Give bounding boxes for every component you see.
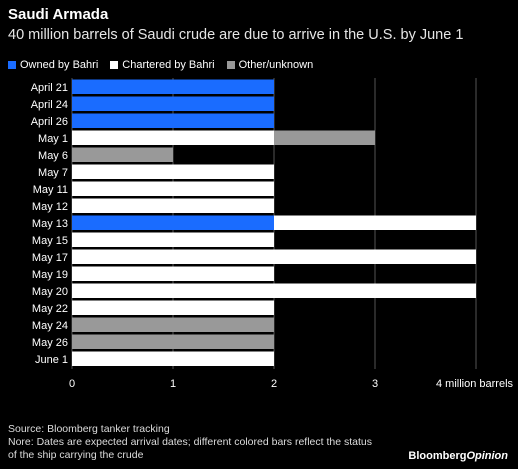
category-label: April 24 xyxy=(31,99,68,111)
bar-segment xyxy=(72,215,274,230)
source-note: Source: Bloomberg tanker tracking xyxy=(8,423,170,435)
bar-segment xyxy=(274,130,375,145)
category-label: May 24 xyxy=(32,320,68,332)
bar-segment xyxy=(72,266,274,281)
bar-segment xyxy=(274,215,476,230)
category-label: May 26 xyxy=(32,337,68,349)
category-label: May 17 xyxy=(32,252,68,264)
bar-segment xyxy=(72,351,274,366)
category-label: May 1 xyxy=(38,133,68,145)
chart-title: Saudi Armada xyxy=(8,6,109,23)
legend-item-owned: Owned by Bahri xyxy=(8,59,98,71)
category-label: April 26 xyxy=(31,116,68,128)
bar-segment xyxy=(72,181,274,196)
legend-swatch-other xyxy=(226,61,235,69)
x-tick-label: 4 million barrels xyxy=(436,378,514,390)
legend-swatch-owned xyxy=(8,61,16,69)
bloomberg-opinion-logo: BloombergOpinion xyxy=(408,450,508,462)
category-label: May 11 xyxy=(33,184,68,196)
x-tick-labels: 0 1 2 3 4 million barrels xyxy=(69,378,514,390)
bar-segment xyxy=(72,198,274,213)
logo-main: Bloomberg xyxy=(408,450,467,462)
bar-segment xyxy=(72,96,274,111)
dates-note-line2: of the ship carrying the crude xyxy=(8,449,144,461)
category-label: June 1 xyxy=(35,354,68,366)
category-label: May 22 xyxy=(32,303,68,315)
category-label: May 12 xyxy=(32,201,68,213)
bar-segment xyxy=(72,147,173,162)
bar-segment xyxy=(72,249,476,264)
bar-segment xyxy=(72,79,274,94)
legend-label-owned: Owned by Bahri xyxy=(20,59,99,71)
legend-label-other: Other/unknown xyxy=(238,59,314,71)
bar-segment xyxy=(72,300,274,315)
bar-segment xyxy=(72,113,274,128)
category-label: May 20 xyxy=(32,286,68,298)
x-tick-label: 2 xyxy=(271,378,277,390)
bar-segment xyxy=(72,334,274,349)
logo-sub: Opinion xyxy=(466,450,508,462)
x-tick-label: 3 xyxy=(372,378,378,390)
legend-label-chartered: Chartered by Bahri xyxy=(122,59,215,71)
legend-swatch-chartered xyxy=(110,61,119,69)
category-label: May 13 xyxy=(32,218,68,230)
category-label: May 15 xyxy=(32,235,68,247)
category-label: May 19 xyxy=(32,269,68,281)
bar-segment xyxy=(72,283,476,298)
chart-legend: Owned by Bahri Chartered by Bahri Other/… xyxy=(8,59,313,71)
category-label: April 21 xyxy=(31,82,68,94)
category-label: May 7 xyxy=(38,167,68,179)
bar-segment xyxy=(72,317,274,332)
bar-segment xyxy=(72,164,274,179)
x-tick-label: 0 xyxy=(69,378,75,390)
legend-item-other: Other/unknown xyxy=(226,59,314,71)
category-label: May 6 xyxy=(38,150,68,162)
legend-item-chartered: Chartered by Bahri xyxy=(110,59,215,71)
bar-segment xyxy=(72,232,274,247)
category-labels: April 21 April 24 April 26 May 1 May 6 May 7 M… xyxy=(31,82,68,366)
bar-segment xyxy=(72,130,274,145)
x-tick-label: 1 xyxy=(170,378,176,390)
dates-note-line1: Nore: Dates are expected arrival dates; … xyxy=(8,436,372,448)
chart-subtitle: 40 million barrels of Saudi crude are du… xyxy=(8,27,464,43)
bars xyxy=(72,79,476,366)
